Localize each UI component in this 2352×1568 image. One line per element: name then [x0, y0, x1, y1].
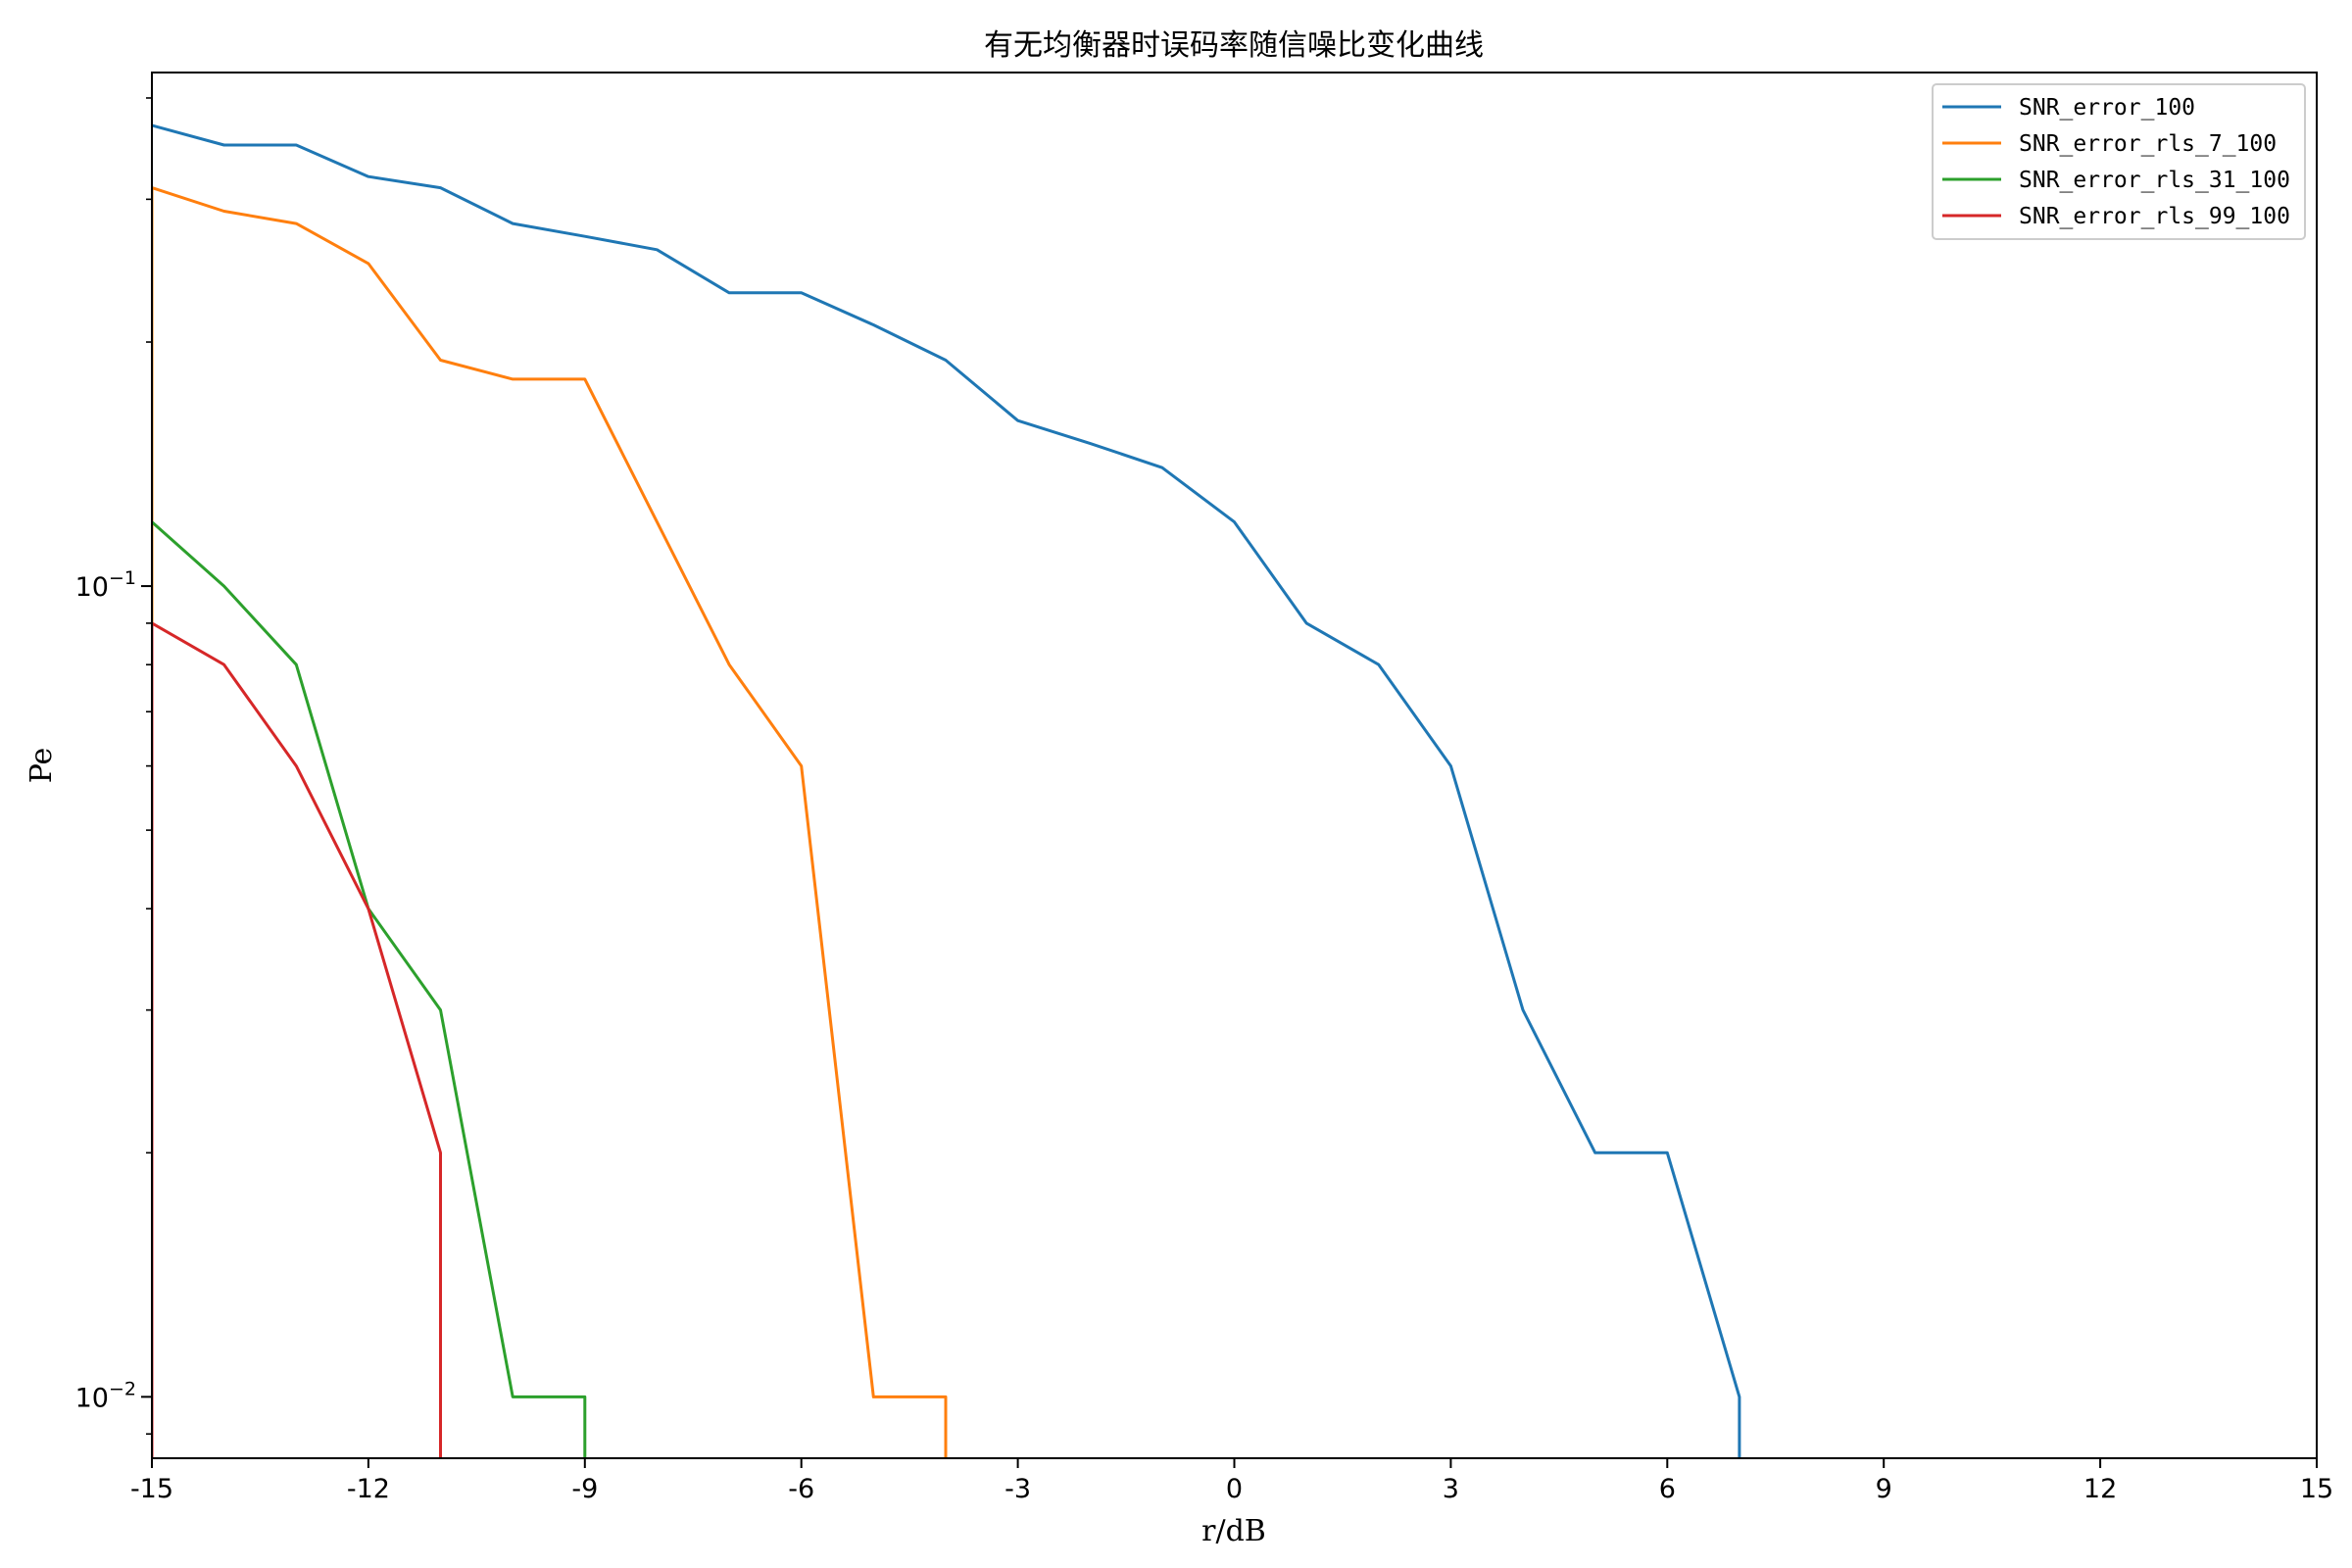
- x-tick-label: -3: [1004, 1474, 1031, 1504]
- x-axis-label: r/dB: [1201, 1514, 1266, 1548]
- x-tick-label: 0: [1226, 1474, 1243, 1504]
- y-tick-label: 10−1: [75, 567, 136, 603]
- plot-area: [152, 73, 2317, 1458]
- legend-label-2: SNR_error_rls_7_100: [2019, 131, 2277, 157]
- chart-title: 有无均衡器时误码率随信噪比变化曲线: [984, 28, 1484, 63]
- series-line-1: [152, 123, 1741, 1458]
- x-tick-label: -9: [571, 1474, 598, 1504]
- y-tick-label: 10−2: [75, 1378, 136, 1413]
- y-tick-base: 10: [75, 1383, 109, 1413]
- y-tick-base: 10: [75, 572, 109, 603]
- y-axis: 10−110−2: [75, 97, 152, 1436]
- x-tick-label: -6: [788, 1474, 814, 1504]
- series-line-3: [152, 520, 587, 1458]
- x-tick-label: -15: [130, 1474, 173, 1504]
- series-layer: [152, 123, 1741, 1458]
- legend-box: [1932, 83, 2306, 240]
- x-tick-label: 9: [1876, 1474, 1892, 1504]
- x-tick-label: -12: [347, 1474, 390, 1504]
- y-tick-exponent: −1: [109, 567, 136, 589]
- legend-label-1: SNR_error_100: [2019, 95, 2195, 121]
- legend: SNR_error_100 SNR_error_rls_7_100 SNR_erro…: [1932, 83, 2306, 240]
- legend-label-4: SNR_error_rls_99_100: [2019, 204, 2290, 229]
- x-tick-label: 12: [2083, 1474, 2117, 1504]
- x-tick-label: 3: [1443, 1474, 1459, 1504]
- x-axis: -15 -12 -9 -6 -3 0 3 6 9 12 15: [130, 1458, 2333, 1504]
- series-line-4: [152, 621, 442, 1458]
- x-tick-label: 15: [2300, 1474, 2333, 1504]
- x-tick-label: 6: [1659, 1474, 1676, 1504]
- y-axis-label: Pe: [24, 748, 59, 784]
- series-line-2: [152, 186, 948, 1458]
- y-tick-exponent: −2: [109, 1378, 136, 1399]
- legend-label-3: SNR_error_rls_31_100: [2019, 168, 2290, 193]
